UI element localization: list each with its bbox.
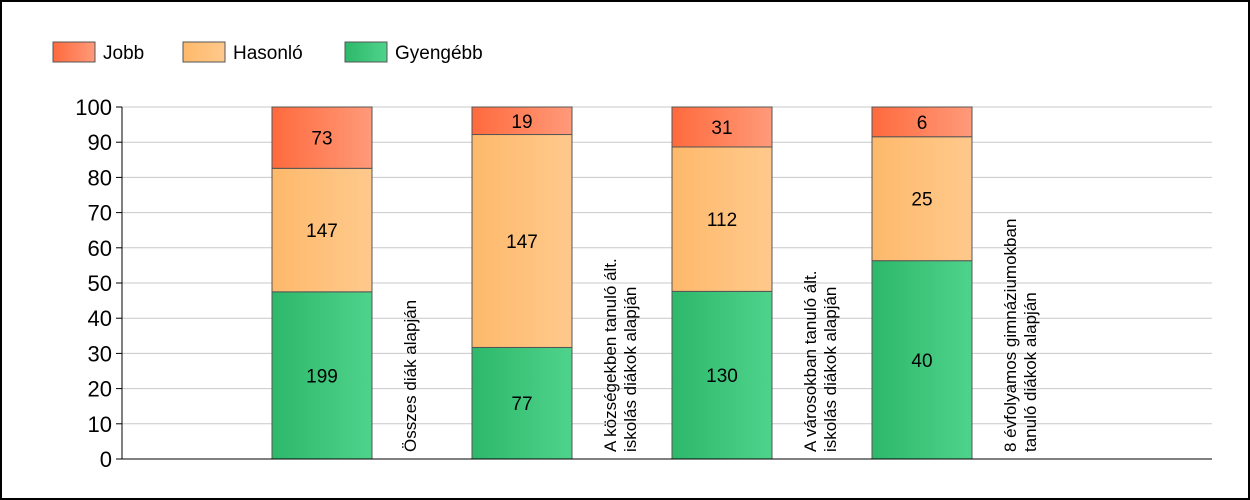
legend: Jobb Hasonló Gyengébb — [52, 41, 483, 64]
legend-swatch — [344, 41, 388, 63]
data-label: 31 — [711, 118, 732, 139]
data-label: 147 — [306, 221, 338, 242]
axes: 0 10 20 30 40 50 60 70 80 90 100 — [75, 95, 1212, 472]
y-tick-label: 20 — [88, 377, 112, 402]
category-label: 8 évfolyamos gimnáziumokbantanuló diákok… — [1001, 219, 1040, 452]
data-label: 112 — [707, 210, 737, 231]
y-tick-label: 10 — [88, 412, 112, 437]
y-tick-label: 40 — [88, 306, 112, 331]
bar-segment-hasonló — [471, 134, 573, 348]
y-tick-label: 0 — [100, 447, 112, 472]
bar-segment-hasonló — [671, 146, 773, 292]
data-label: 147 — [506, 232, 538, 253]
data-label: 130 — [706, 366, 738, 387]
bar-segment-hasonló — [271, 167, 373, 293]
y-tick-label: 80 — [88, 165, 112, 190]
data-label: 19 — [511, 112, 532, 133]
data-label: 77 — [511, 394, 532, 415]
y-tick-label: 90 — [88, 130, 112, 155]
category-labels: Összes diák alapján A községekben tanuló … — [401, 219, 1040, 452]
bar-segment-gyengébb — [271, 291, 373, 460]
legend-swatch — [52, 41, 96, 63]
bar-segment-jobb — [471, 106, 573, 136]
bar-segment-gyengébb — [471, 346, 573, 460]
legend-label: Jobb — [103, 43, 144, 64]
legend-label: Hasonló — [233, 43, 303, 64]
bars: 199 147 73 77 147 19 130 112 31 40 25 6 — [271, 106, 973, 460]
y-tick-label: 70 — [88, 201, 112, 226]
data-label: 40 — [911, 351, 932, 372]
bar-segment-jobb — [671, 106, 773, 148]
data-label: 199 — [306, 366, 338, 387]
data-label: 6 — [917, 113, 928, 134]
category-label: A városokban tanuló ált.iskolás diákok a… — [801, 271, 840, 452]
y-tick-label: 100 — [75, 95, 112, 120]
bar-segment-hasonló — [871, 136, 973, 262]
category-label: Összes diák alapján — [401, 300, 420, 452]
y-tick-label: 50 — [88, 271, 112, 296]
data-label: 25 — [911, 190, 932, 211]
legend-label: Gyengébb — [395, 43, 483, 64]
data-label: 73 — [311, 129, 332, 150]
bar-segment-jobb — [871, 106, 973, 138]
legend-swatch — [182, 41, 226, 63]
y-tick-label: 60 — [88, 236, 112, 261]
bar-segment-jobb — [271, 106, 373, 169]
bar-segment-gyengébb — [671, 290, 773, 460]
category-label: A községekben tanuló ált.iskolás diákok … — [601, 258, 640, 452]
y-tick-label: 30 — [88, 341, 112, 366]
